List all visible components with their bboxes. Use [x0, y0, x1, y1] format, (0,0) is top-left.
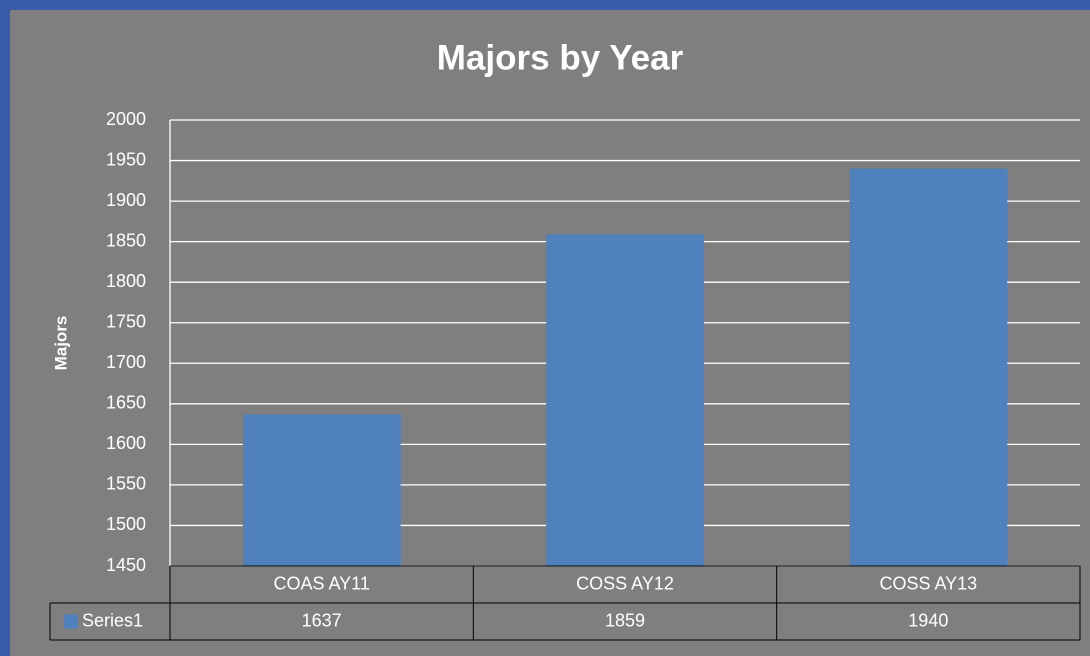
- y-tick-label: 1650: [106, 393, 146, 413]
- table-value: 1940: [908, 610, 948, 630]
- y-tick-label: 1450: [106, 555, 146, 575]
- y-tick-label: 1750: [106, 311, 146, 331]
- bar: [546, 234, 704, 566]
- y-tick-label: 1800: [106, 271, 146, 291]
- y-tick-label: 2000: [106, 109, 146, 129]
- x-tick-label: COAS AY11: [273, 573, 369, 593]
- chart-title: Majors by Year: [437, 38, 684, 77]
- legend-swatch: [64, 614, 78, 629]
- legend-label: Series1: [82, 610, 143, 630]
- y-tick-label: 1600: [106, 433, 146, 453]
- bar: [849, 168, 1008, 566]
- bar: [242, 414, 401, 566]
- x-tick-label: COSS AY13: [879, 573, 977, 593]
- y-tick-label: 1900: [106, 190, 146, 210]
- table-value: 1637: [302, 610, 342, 630]
- y-tick-label: 1850: [106, 230, 146, 250]
- y-tick-label: 1950: [106, 149, 146, 169]
- y-tick-label: 1500: [106, 514, 146, 534]
- table-value: 1859: [605, 610, 645, 630]
- x-tick-label: COSS AY12: [576, 573, 674, 593]
- y-tick-label: 1700: [106, 352, 146, 372]
- y-tick-label: 1550: [106, 474, 146, 494]
- y-axis-label: Majors: [51, 316, 70, 371]
